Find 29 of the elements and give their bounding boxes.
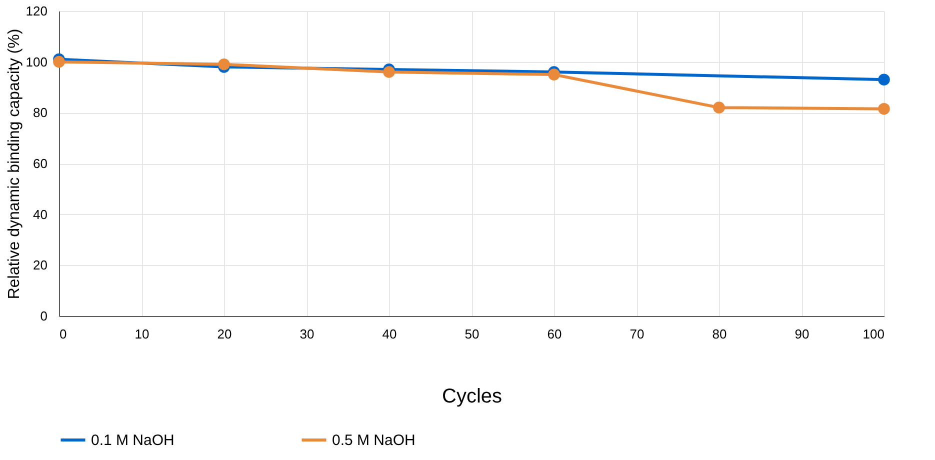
point — [548, 68, 560, 80]
point — [53, 56, 65, 68]
y-tick-label: 120 — [26, 4, 48, 18]
legend-label: 0.5 M NaOH — [332, 432, 416, 449]
x-tick-label: 60 — [547, 326, 562, 342]
point — [878, 74, 890, 86]
y-tick-label: 0 — [40, 308, 48, 324]
x-tick-label: 30 — [300, 326, 314, 342]
x-tick-label: 10 — [134, 326, 150, 342]
point — [713, 102, 725, 114]
x-tick-label: 90 — [794, 326, 810, 342]
x-tick-label: 0 — [60, 326, 67, 342]
y-axis-title: Relative dynamic binding capacity (%) — [6, 28, 23, 300]
x-tick-label: 100 — [862, 326, 884, 342]
x-tick-label: 20 — [217, 326, 232, 342]
y-tick-label: 80 — [33, 105, 48, 120]
x-tick-label: 50 — [464, 326, 480, 342]
y-tick-label: 100 — [26, 54, 48, 70]
x-tick-label: 40 — [382, 326, 397, 342]
y-tick-label: 20 — [33, 258, 48, 273]
x-axis-title: Cycles — [442, 386, 502, 408]
point — [383, 66, 395, 78]
x-tick-label: 70 — [630, 326, 644, 342]
point — [218, 58, 230, 70]
legend-label: 0.1 M NaOH — [91, 432, 174, 449]
point — [878, 102, 890, 115]
y-tick-label: 60 — [33, 156, 48, 171]
x-tick-label: 80 — [712, 326, 727, 342]
y-tick-label: 40 — [33, 206, 48, 222]
